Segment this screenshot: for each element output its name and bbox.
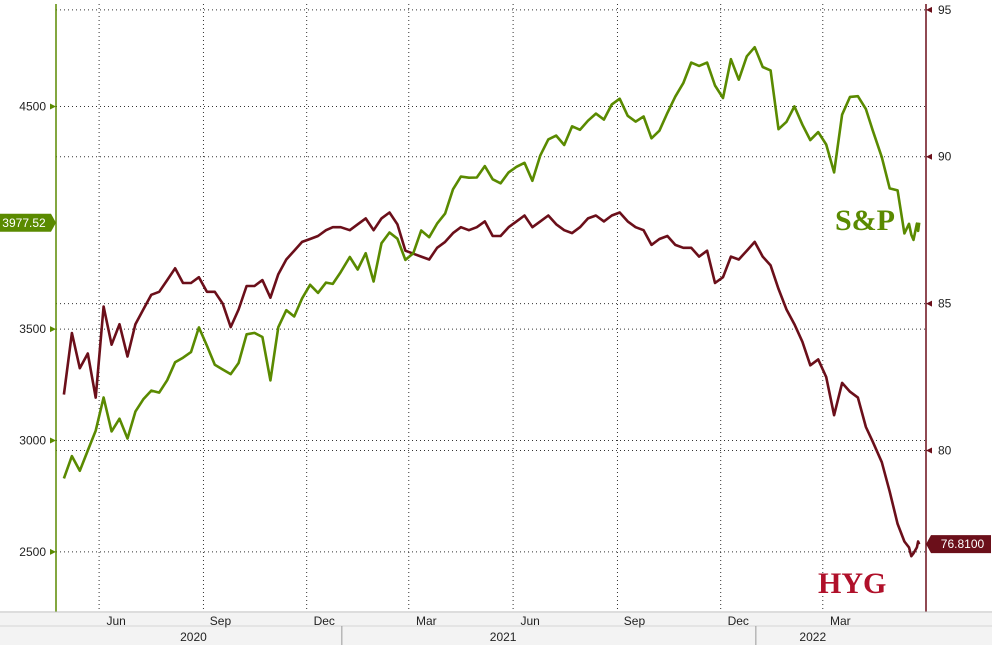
right-tick-marker [926, 447, 932, 454]
value-labels: 3977.52 76.8100 [0, 213, 991, 554]
x-tick-label: Dec [728, 614, 749, 628]
right-tick-label: 80 [938, 443, 952, 457]
x-tick-label: Jun [106, 614, 125, 628]
left-tick-marker [50, 103, 56, 110]
left-tick-label: 4500 [19, 99, 46, 113]
hyg-last-value-flag: 76.8100 [926, 535, 991, 554]
sp-last-value-flag-box [0, 213, 56, 232]
sp-last-value-flag: 3977.52 [0, 213, 56, 232]
year-label: 2021 [490, 630, 517, 644]
right-tick-label: 90 [938, 150, 952, 164]
left-tick-marker [50, 548, 56, 555]
left-tick-label: 3000 [19, 434, 46, 448]
left-tick-label: 3500 [19, 322, 46, 336]
x-tick-label: Mar [416, 614, 437, 628]
year-label: 2022 [799, 630, 826, 644]
right-tick-marker [926, 153, 932, 160]
right-tick-marker [926, 6, 932, 13]
x-tick-label: Sep [210, 614, 232, 628]
x-tick-label: Mar [830, 614, 851, 628]
series-lines [62, 45, 921, 558]
left-tick-marker [50, 326, 56, 333]
hyg-series-label: HYG [818, 567, 886, 600]
sp-series-label: S&P [835, 204, 895, 237]
gridlines [56, 4, 926, 612]
right-tick-label: 95 [938, 3, 952, 17]
year-label: 2020 [180, 630, 207, 644]
axes: 2500 3000 3500 4500 80 85 90 95 Jun Sep Dec Mar Jun S… [0, 3, 992, 645]
left-tick-marker [50, 437, 56, 444]
sp-last-value-flag-text: 3977.52 [2, 216, 46, 230]
hyg-last-value-flag-text: 76.8100 [941, 537, 985, 551]
hyg-series-line [62, 211, 921, 558]
x-tick-label: Dec [314, 614, 335, 628]
hyg-last-value-flag-box [926, 535, 991, 554]
x-tick-label: Jun [520, 614, 539, 628]
left-tick-label: 2500 [19, 545, 46, 559]
right-tick-label: 85 [938, 297, 952, 311]
right-tick-marker [926, 300, 932, 307]
x-axis-band [0, 613, 992, 645]
x-tick-label: Sep [624, 614, 646, 628]
sp-series-line [62, 45, 921, 479]
